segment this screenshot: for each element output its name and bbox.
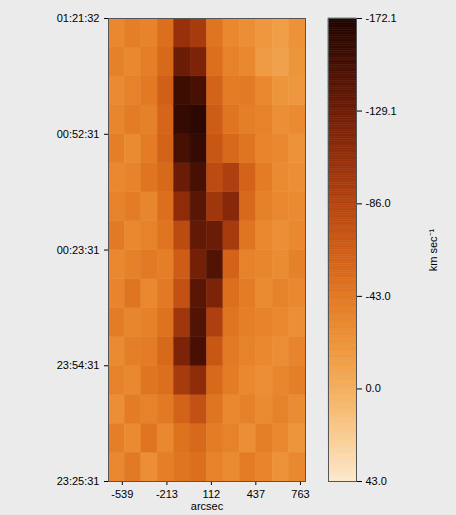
svg-text:00:23:31: 00:23:31 bbox=[57, 244, 100, 256]
svg-text:arcsec: arcsec bbox=[191, 500, 224, 512]
svg-text:437: 437 bbox=[247, 488, 265, 500]
svg-text:43.0: 43.0 bbox=[366, 475, 387, 487]
svg-text:-129.1: -129.1 bbox=[366, 105, 397, 117]
svg-text:0.0: 0.0 bbox=[366, 382, 381, 394]
svg-text:23:54:31: 23:54:31 bbox=[57, 359, 100, 371]
svg-text:00:52:31: 00:52:31 bbox=[57, 128, 100, 140]
svg-text:km sec⁻¹: km sec⁻¹ bbox=[427, 228, 439, 271]
svg-text:-539: -539 bbox=[111, 488, 133, 500]
svg-text:-213: -213 bbox=[156, 488, 178, 500]
svg-text:-43.0: -43.0 bbox=[366, 290, 391, 302]
svg-text:-172.1: -172.1 bbox=[366, 12, 397, 24]
svg-text:23:25:31: 23:25:31 bbox=[57, 475, 100, 487]
svg-text:-86.0: -86.0 bbox=[366, 197, 391, 209]
svg-text:763: 763 bbox=[291, 488, 309, 500]
svg-text:112: 112 bbox=[203, 488, 221, 500]
svg-text:01:21:32: 01:21:32 bbox=[57, 12, 100, 24]
